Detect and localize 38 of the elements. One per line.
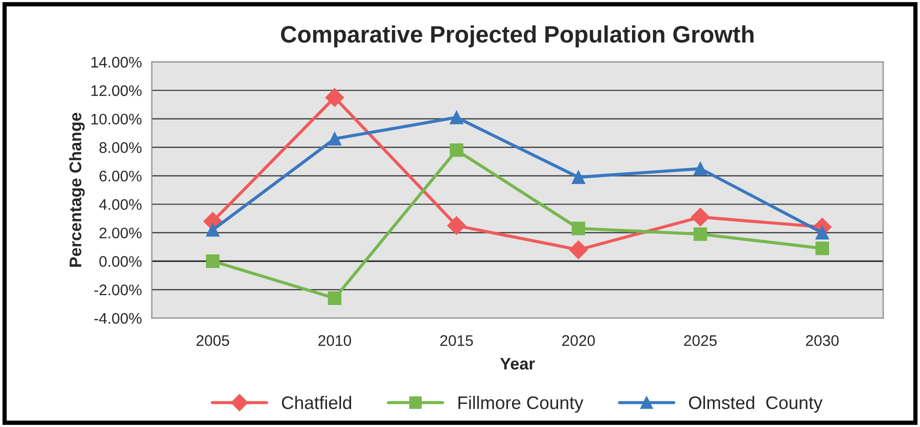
point bbox=[206, 223, 220, 237]
point bbox=[450, 110, 464, 124]
x-tick-label: 2010 bbox=[318, 335, 352, 346]
legend-label: Chatfield bbox=[282, 396, 352, 410]
x-tick-label: 2030 bbox=[806, 335, 839, 346]
y-tick-label: 6.00% bbox=[100, 170, 142, 182]
x-tick-label: 2015 bbox=[440, 335, 473, 346]
chart-title: Comparative Projected Population Growth bbox=[281, 25, 754, 48]
point bbox=[328, 291, 342, 305]
point bbox=[328, 132, 342, 146]
point bbox=[450, 143, 464, 157]
x-axis-title: Year bbox=[500, 358, 535, 370]
y-tick-label: 4.00% bbox=[99, 199, 142, 210]
y-tick-label: 14.00% bbox=[91, 56, 142, 68]
y-tick-label: -4.00% bbox=[94, 312, 142, 324]
point bbox=[206, 254, 220, 268]
point bbox=[572, 222, 586, 236]
x-tick-label: 2005 bbox=[196, 335, 230, 346]
point bbox=[447, 216, 466, 235]
y-tick-label: 12.00% bbox=[91, 85, 142, 96]
point bbox=[694, 162, 708, 176]
y-tick-label: 8.00% bbox=[99, 142, 142, 153]
point bbox=[815, 226, 830, 240]
legend-label: Fillmore County bbox=[458, 396, 584, 413]
x-tick-label: 2020 bbox=[562, 335, 595, 346]
y-tick-label: 0.00% bbox=[99, 256, 142, 267]
point bbox=[694, 227, 708, 241]
point bbox=[815, 242, 830, 256]
legend-label: Olmsted County bbox=[688, 396, 823, 413]
point bbox=[569, 240, 588, 260]
point bbox=[572, 170, 586, 184]
y-tick-label: -2.00% bbox=[94, 284, 142, 296]
y-axis-title: Percentage Change bbox=[69, 112, 85, 267]
y-tick-label: 2.00% bbox=[100, 228, 142, 238]
y-tick-label: 10.00% bbox=[91, 114, 142, 125]
point bbox=[325, 88, 344, 107]
x-tick-label: 2025 bbox=[684, 335, 717, 346]
point bbox=[690, 208, 710, 226]
